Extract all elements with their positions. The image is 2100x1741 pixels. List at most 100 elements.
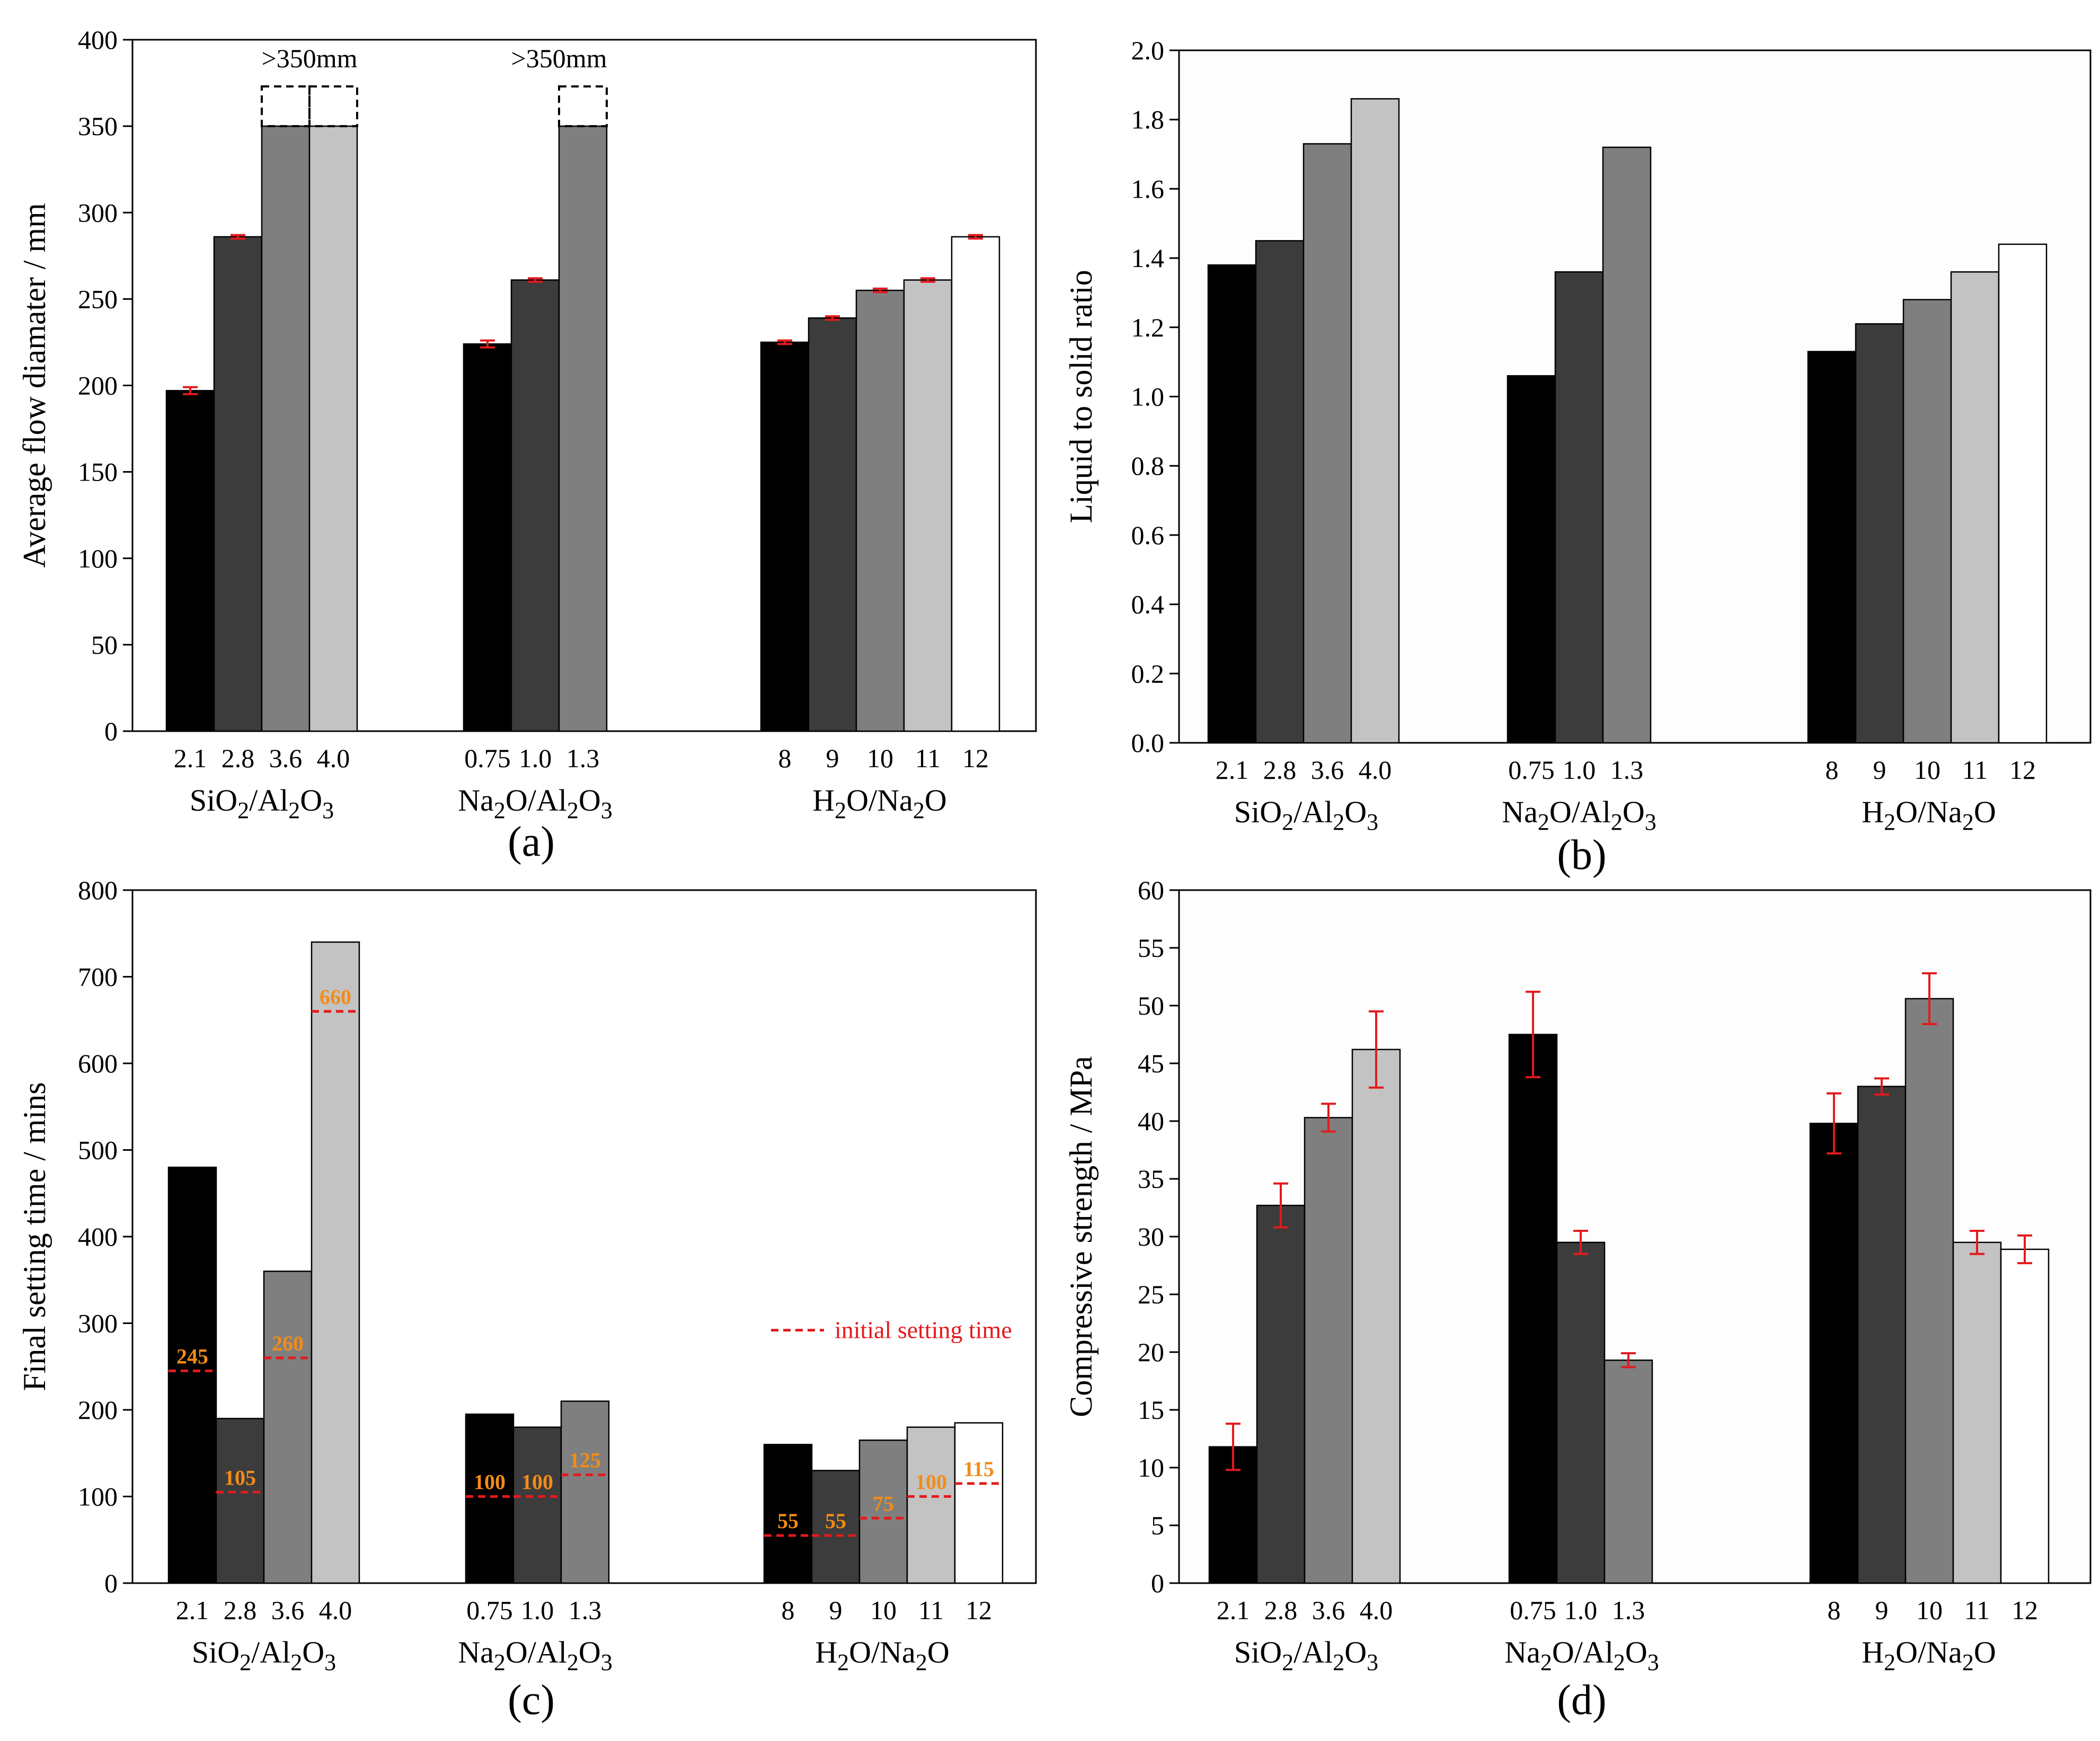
x-tick-label: 10: [867, 743, 893, 773]
y-tick-label: 1.0: [1131, 382, 1165, 412]
bar: [1302, 143, 1352, 744]
x-tick-label: 4.0: [317, 743, 350, 773]
x-tick-label: 10: [1916, 1595, 1943, 1625]
x-tick-label: 11: [918, 1595, 944, 1625]
y-tick-label: 1.2: [1131, 313, 1165, 342]
y-tick-label: 700: [78, 962, 118, 992]
y-axis-label: Final setting time / mins: [17, 1082, 52, 1391]
bar: [510, 279, 560, 732]
y-tick-label: 300: [78, 1309, 118, 1338]
bar: [811, 1470, 861, 1584]
bar: [165, 390, 215, 732]
bar: [1807, 351, 1857, 744]
y-tick-label: 10: [1138, 1453, 1164, 1482]
panel-1: 0.0 0.2 0.4 0.6 0.8 1.0 1.2 1.4 1.6 1.8 2.0 Liquid …: [1064, 35, 2092, 878]
bar: [903, 279, 953, 732]
x-tick-label: 1.3: [1610, 755, 1644, 785]
bar: [560, 1400, 610, 1584]
bar: [512, 1426, 562, 1584]
initial-setting-label: 75: [873, 1491, 894, 1515]
y-tick-label: 40: [1138, 1106, 1164, 1136]
x-tick-label: 9: [1873, 755, 1886, 785]
y-tick-label: 0.8: [1131, 451, 1165, 481]
y-tick-label: 5: [1151, 1511, 1164, 1540]
y-tick-label: 55: [1138, 933, 1164, 963]
x-tick-label: 1.0: [519, 743, 552, 773]
x-tick-label: 2.8: [1263, 755, 1297, 785]
x-tick-label: 1.3: [1612, 1595, 1645, 1625]
x-tick-label: 2.8: [224, 1595, 257, 1625]
y-axis-label: Average flow diamater / mm: [17, 203, 52, 568]
panel-label: (b): [1557, 832, 1606, 878]
x-tick-label: 2.8: [221, 743, 255, 773]
bar: [1508, 1034, 1558, 1584]
x-group-label: Na2​O/Al2​O3​: [458, 1635, 613, 1675]
bar: [213, 236, 263, 732]
bar: [558, 125, 608, 732]
bar: [1256, 1204, 1306, 1584]
bar: [465, 1413, 515, 1584]
y-tick-label: 15: [1138, 1395, 1164, 1425]
x-tick-label: 12: [2012, 1595, 2038, 1625]
initial-setting-label: 55: [825, 1509, 846, 1533]
bar: [1304, 1117, 1353, 1584]
bar: [954, 1422, 1004, 1584]
x-tick-label: 3.6: [1312, 1595, 1345, 1625]
y-tick-label: 200: [78, 1395, 118, 1425]
x-group-label: Na2​O/Al2​O3​: [1502, 795, 1656, 835]
y-tick-label: 0: [104, 716, 118, 746]
bar: [167, 1166, 217, 1584]
x-tick-label: 8: [778, 743, 792, 773]
x-tick-label: 1.3: [569, 1595, 602, 1625]
initial-setting-label: 260: [272, 1331, 304, 1355]
x-tick-label: 3.6: [269, 743, 303, 773]
y-tick-label: 100: [78, 1482, 118, 1512]
initial-setting-label: 100: [474, 1470, 506, 1494]
exceeds-box: [261, 85, 311, 128]
bar: [215, 1418, 265, 1584]
y-tick-label: 50: [91, 630, 118, 660]
x-group-label: H2​O/Na2​O: [815, 1635, 949, 1675]
bar: [1554, 271, 1604, 744]
bar: [263, 1271, 313, 1584]
panel-label: (d): [1557, 1677, 1606, 1724]
bar: [1350, 98, 1400, 744]
y-tick-label: 250: [78, 284, 118, 314]
panel-3: 0 5 10 15 20 25 30 35 40 45 50 55 60 Compressive stre…: [1064, 875, 2092, 1724]
initial-setting-label: 105: [224, 1465, 256, 1489]
x-tick-label: 10: [1914, 755, 1940, 785]
exceeds-annotation: >350mm: [511, 43, 607, 73]
x-tick-label: 2.1: [174, 743, 207, 773]
bar: [1351, 1049, 1401, 1584]
bar: [1855, 323, 1904, 744]
x-tick-label: 12: [962, 743, 989, 773]
x-tick-label: 11: [1964, 1595, 1990, 1625]
panel-label: (a): [508, 819, 555, 865]
x-tick-label: 1.0: [1564, 1595, 1598, 1625]
bar: [2000, 1248, 2050, 1584]
exceeds-box: [558, 85, 608, 128]
bar: [1857, 1086, 1907, 1584]
initial-setting-label: 100: [915, 1470, 947, 1494]
x-group-label: SiO2​/Al2​O3​: [190, 783, 334, 823]
panel-2: 0 100 200 300 400 500 600 700 800 Final setting t…: [17, 875, 1037, 1724]
x-tick-label: 2.8: [1264, 1595, 1298, 1625]
bar: [906, 1426, 956, 1584]
x-tick-label: 8: [1826, 755, 1839, 785]
x-group-label: H2​O/Na2​O: [1862, 1635, 1996, 1675]
bar: [1902, 299, 1952, 744]
y-tick-label: 50: [1138, 991, 1164, 1020]
bar: [1904, 998, 1954, 1584]
y-tick-label: 200: [78, 371, 118, 401]
y-tick-label: 350: [78, 111, 118, 141]
x-tick-label: 4.0: [1359, 755, 1392, 785]
panel-label: (c): [508, 1677, 555, 1724]
bar: [760, 341, 810, 732]
x-tick-label: 1.0: [521, 1595, 554, 1625]
x-group-label: Na2​O/Al2​O3​: [1504, 1635, 1659, 1675]
y-tick-label: 30: [1138, 1222, 1164, 1251]
bar: [1255, 240, 1305, 744]
panel-0: 0 50 100 150 200 250 300 350 400 Average flow dia…: [17, 25, 1037, 865]
x-tick-label: 1.3: [566, 743, 600, 773]
